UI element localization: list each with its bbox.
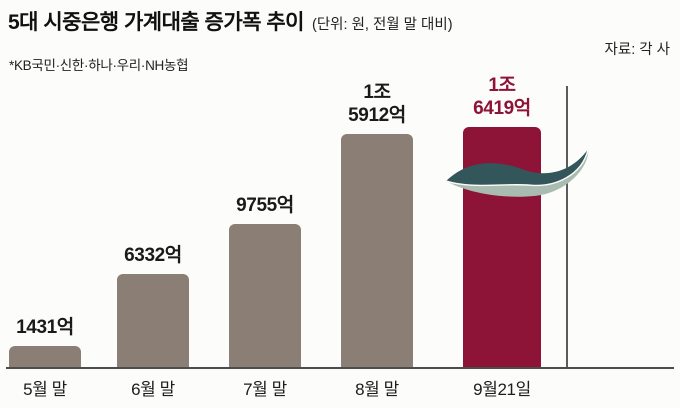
bar-group-may: 1431억 (0, 317, 100, 367)
bar-june (117, 274, 189, 367)
x-axis-label-september: 9월21일 (473, 380, 531, 399)
bar-value-label: 6332억 (124, 244, 182, 266)
x-axis-label-august: 8월 말 (355, 380, 399, 399)
bar-august (341, 134, 413, 367)
bank-list-subtitle: *KB국민·신한·하나·우리·NH농협 (9, 58, 189, 73)
bar-value-label: 1조 5912억 (348, 82, 406, 126)
bar-group-june: 6332억 (98, 245, 208, 367)
bar-value-label-highlight: 1조 6419억 (473, 75, 531, 119)
flying-banknote-graphic (445, 148, 589, 197)
unit-note: (단위: 원, 전월 말 대비) (312, 17, 453, 33)
bar-group-july: 9755억 (210, 195, 320, 367)
decorative-vertical-line (566, 86, 568, 368)
chart-header: 5대 시중은행 가계대출 증가폭 추이 (단위: 원, 전월 말 대비) 자료:… (8, 6, 672, 73)
x-axis-label-july: 7월 말 (243, 380, 287, 399)
bar-july (229, 224, 301, 367)
x-axis-label-may: 5월 말 (23, 380, 67, 399)
bar-may (9, 346, 81, 367)
source-note: 자료: 각 사 (604, 42, 670, 58)
x-axis-label-june: 6월 말 (131, 380, 175, 399)
bar-group-august: 1조 5912억 (322, 82, 432, 367)
bar-group-september-highlight: 1조 6419억 (447, 75, 557, 367)
x-axis-line (6, 367, 674, 369)
bar-value-label: 9755억 (236, 194, 294, 216)
page-title: 5대 시중은행 가계대출 증가폭 추이 (8, 11, 305, 34)
bar-value-label: 1431억 (16, 316, 74, 338)
